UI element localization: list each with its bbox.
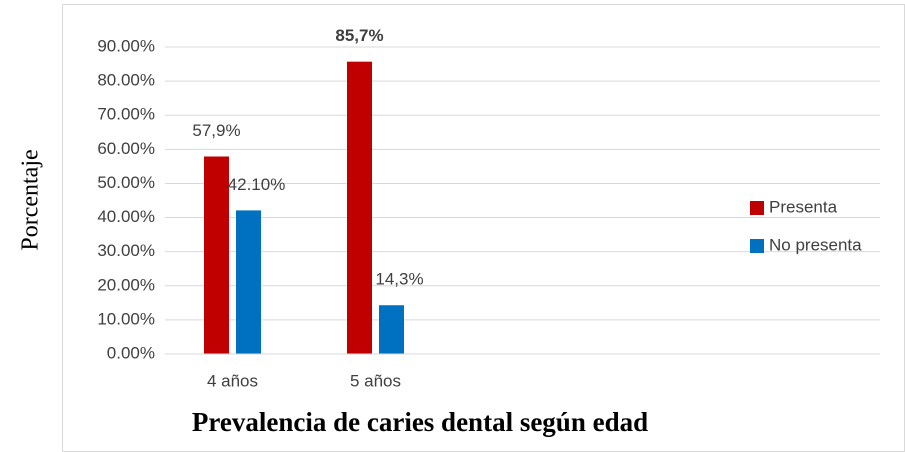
- bar: [236, 210, 261, 354]
- bar: [204, 156, 229, 354]
- y-tick-label: 20.00%: [97, 275, 155, 294]
- x-tick-label: 5 años: [350, 371, 401, 390]
- data-label: 85,7%: [335, 26, 383, 45]
- legend-swatch: [750, 201, 764, 215]
- y-tick-label: 80.00%: [97, 71, 155, 90]
- data-label: 42.10%: [228, 175, 286, 194]
- x-tick-label: 4 años: [207, 371, 258, 390]
- y-tick-label: 90.00%: [97, 36, 155, 55]
- chart-border: [62, 4, 905, 452]
- y-tick-label: 10.00%: [97, 309, 155, 328]
- y-tick-label: 60.00%: [97, 139, 155, 158]
- bar: [379, 305, 404, 354]
- legend-label: No presenta: [769, 235, 862, 254]
- y-tick-label: 70.00%: [97, 105, 155, 124]
- y-tick-label: 50.00%: [97, 173, 155, 192]
- y-tick-label: 30.00%: [97, 241, 155, 260]
- legend-label: Presenta: [769, 197, 838, 216]
- y-tick-label: 0.00%: [107, 343, 155, 362]
- chart-title: Prevalencia de caries dental según edad: [192, 407, 648, 437]
- y-tick-label: 40.00%: [97, 207, 155, 226]
- data-label: 14,3%: [375, 270, 423, 289]
- data-label: 57,9%: [192, 121, 240, 140]
- legend-swatch: [750, 239, 764, 253]
- y-axis-label: Porcentaje: [18, 149, 44, 250]
- bar: [347, 61, 372, 354]
